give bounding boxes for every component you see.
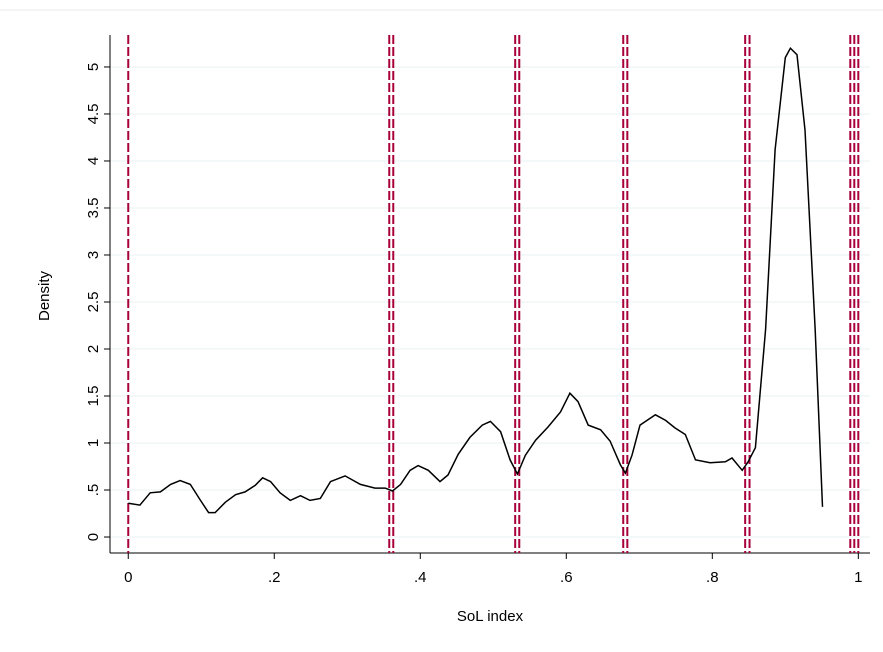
y-tick-label: 4.5 (85, 104, 102, 125)
y-tick-label: 2 (85, 345, 102, 353)
y-tick-label: 1.5 (85, 386, 102, 407)
density-line (128, 46, 824, 514)
y-tick-label: 3.5 (85, 198, 102, 219)
y-tick-label: 0 (85, 533, 102, 541)
x-tick-label: .8 (706, 569, 719, 586)
x-tick-label: .2 (268, 569, 281, 586)
x-tick-label: 1 (854, 569, 862, 586)
y-tick-label: 3 (85, 251, 102, 259)
x-tick-label: 0 (124, 569, 132, 586)
x-axis-title: SoL index (457, 608, 524, 625)
y-tick-label: 2.5 (85, 292, 102, 313)
y-tick-label: 4 (85, 157, 102, 165)
y-tick-label: 5 (85, 63, 102, 71)
y-tick-label: .5 (85, 484, 102, 497)
x-tick-label: .4 (414, 569, 427, 586)
y-axis-title: Density (36, 270, 53, 321)
y-tick-label: 1 (85, 439, 102, 447)
x-tick-label: .6 (560, 569, 573, 586)
